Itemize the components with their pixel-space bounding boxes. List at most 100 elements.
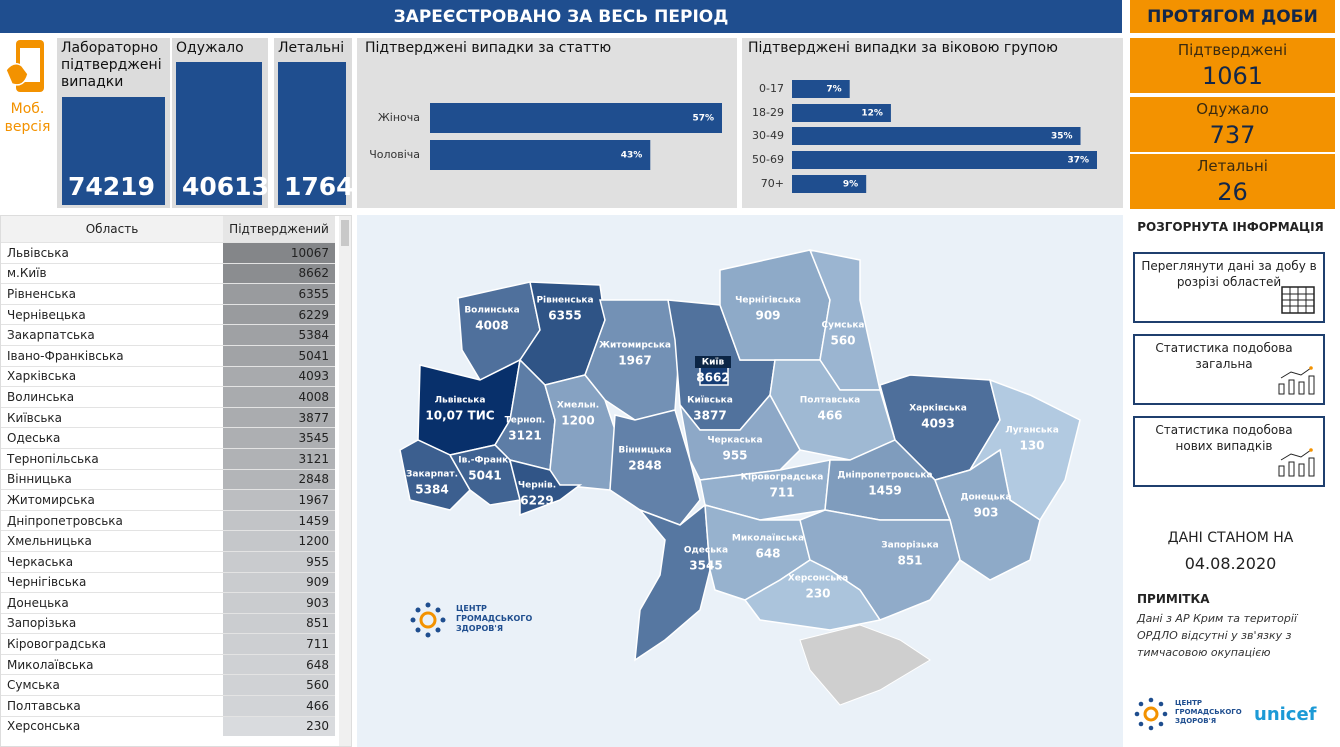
table-row: Хмельницька 1200 xyxy=(1,530,335,552)
region-value: 10067 xyxy=(223,242,335,264)
value-label: 35% xyxy=(1051,132,1073,142)
info-button[interactable]: Статистика подобова нових випадків xyxy=(1133,416,1325,487)
region-value: 230 xyxy=(805,587,830,601)
mobile-link[interactable]: Моб. версія xyxy=(0,36,55,146)
region-value: 1200 xyxy=(223,530,335,552)
region-name: Київська xyxy=(7,410,62,425)
region-value: 466 xyxy=(817,409,842,423)
kpi-label: Одужало xyxy=(176,40,244,56)
region-name: Чернігівська xyxy=(735,295,801,306)
daily-value: 1061 xyxy=(1201,62,1264,90)
kpi-card: Лабораторно підтверджені випадки 74219 xyxy=(57,38,170,208)
region-value: 130 xyxy=(1019,439,1044,453)
button-label: Переглянути дані за добу в розрізі облас… xyxy=(1141,259,1317,289)
daily-label: Підтверджені xyxy=(1177,41,1288,59)
region-value: 1459 xyxy=(868,484,901,498)
region-value: 3545 xyxy=(223,427,335,449)
date: 04.08.2020 xyxy=(1184,554,1277,573)
info-button[interactable]: Статистика подобова загальна xyxy=(1133,334,1325,405)
category-label: 50-69 xyxy=(752,153,784,166)
kpi-label: Летальні xyxy=(278,40,345,56)
region-value: 903 xyxy=(973,506,998,520)
region xyxy=(508,458,583,517)
region-name: Хмельн. xyxy=(557,401,599,411)
region-value: 10,07 ТИС xyxy=(425,409,494,423)
bar xyxy=(792,80,850,98)
map: Волинська 4008 Рівненська 6355 Житомирська 19… xyxy=(399,248,1081,706)
region-name: Запорізька xyxy=(7,616,77,631)
table-row: Івано-Франківська 5041 xyxy=(1,345,335,367)
category-label: Чоловіча xyxy=(369,148,420,161)
region-value: 648 xyxy=(223,654,335,675)
header-title: ЗАРЕЄСТРОВАНО ЗА ВЕСЬ ПЕРІОД xyxy=(0,0,1122,33)
age-chart: 0-17 7% 18-29 12% 30-49 35% 50-69 37% 70+ 9% xyxy=(752,80,1097,193)
logo-text: ЦЕНТР ГРОМАДСЬКОГО ЗДОРОВ'Я xyxy=(456,604,533,633)
panel-title: Підтверджені випадки за статтю xyxy=(365,40,612,56)
region-name: Терноп. xyxy=(505,416,546,426)
region-name: Рівненська xyxy=(536,295,593,306)
region-name: Вінницька xyxy=(618,445,671,456)
category-label: 70+ xyxy=(761,177,784,190)
region-value: 2848 xyxy=(223,469,335,490)
table-header-row: Область Підтверджений xyxy=(1,216,335,243)
button-label: Статистика подобова нових випадків xyxy=(1155,423,1293,453)
region-name: Кіровоградська xyxy=(741,472,824,483)
column-header: Підтверджений xyxy=(223,216,335,243)
region-value: 4093 xyxy=(223,366,335,387)
category-label: Жіноча xyxy=(378,111,420,124)
kpi-label: Лабораторно підтверджені випадки xyxy=(61,40,162,90)
table-row: Львівська 10067 xyxy=(1,242,335,264)
button-icon xyxy=(1281,286,1315,317)
table-row: Харківська 4093 xyxy=(1,366,335,387)
sex-panel: Підтверджені випадки за статтю Жіноча 57% Ч… xyxy=(357,38,737,208)
button-icon xyxy=(1277,366,1315,399)
region-name: Донецька xyxy=(7,595,69,610)
region-value: 560 xyxy=(223,674,335,696)
table-row: Сумська 560 xyxy=(1,674,335,696)
region-value: 466 xyxy=(223,695,335,717)
table-row: Волинська 4008 xyxy=(1,386,335,408)
region-name: Чернігівська xyxy=(7,575,87,590)
daily-label: Летальні xyxy=(1197,157,1268,175)
bar xyxy=(792,151,1097,169)
region-value: 3121 xyxy=(223,448,335,470)
partner-logo: unicef xyxy=(1254,704,1317,725)
region-name: Одеська xyxy=(7,431,61,446)
region-value: 5384 xyxy=(415,483,448,497)
region-value: 6355 xyxy=(223,283,335,305)
table-row: Донецька 903 xyxy=(1,592,335,614)
region-value: 1459 xyxy=(223,510,335,531)
daily-value: 737 xyxy=(1209,121,1256,149)
table-row: Чернівецька 6229 xyxy=(1,304,335,325)
region-name: Кіровоградська xyxy=(7,637,107,652)
region-name: Херсонська xyxy=(7,719,81,734)
scrollbar[interactable] xyxy=(339,216,351,746)
table-row: Полтавська 466 xyxy=(1,695,335,717)
region-name: Закарпат. xyxy=(406,470,458,480)
region-name: м.Київ xyxy=(7,266,47,281)
category-label: 18-29 xyxy=(752,106,784,119)
region-value: 909 xyxy=(223,572,335,593)
region-name: Черкаська xyxy=(707,436,762,446)
age-panel: Підтверджені випадки за віковою групою 0-… xyxy=(742,38,1123,208)
table-row: Вінницька 2848 xyxy=(1,469,335,490)
table-row: Дніпропетровська 1459 xyxy=(1,510,335,531)
table-row: Рівненська 6355 xyxy=(1,283,335,305)
info-button[interactable]: Переглянути дані за добу в розрізі облас… xyxy=(1133,252,1325,323)
region-value: 851 xyxy=(223,613,335,634)
crimea xyxy=(799,624,931,706)
category-label: 30-49 xyxy=(752,129,784,142)
table-row: Житомирська 1967 xyxy=(1,489,335,511)
table-row: м.Київ 8662 xyxy=(1,263,335,284)
table-row: Черкаська 955 xyxy=(1,551,335,572)
region-name: Полтавська xyxy=(7,698,81,713)
region xyxy=(609,409,701,526)
region-table: Область Підтверджений Львівська 10067 м.Київ… xyxy=(1,216,335,737)
value-label: 37% xyxy=(1067,156,1089,166)
region-value: 8662 xyxy=(696,371,729,385)
value-label: 57% xyxy=(692,114,714,124)
region-value: 3545 xyxy=(689,559,722,573)
region-value: 4008 xyxy=(475,319,508,333)
region-name: Запорізька xyxy=(881,540,939,551)
region-value: 711 xyxy=(223,633,335,655)
